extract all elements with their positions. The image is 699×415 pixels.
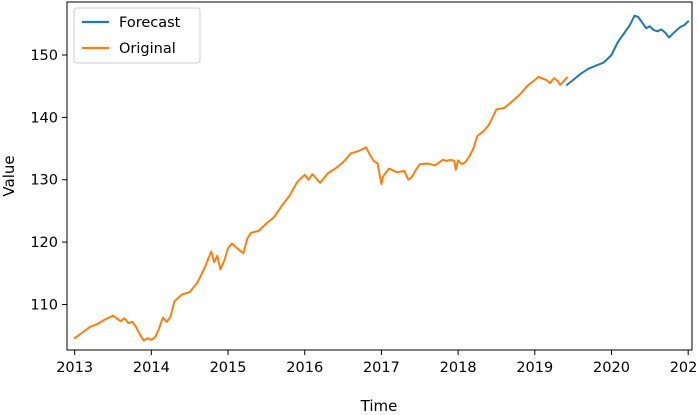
x-tick-label: 2016 bbox=[286, 360, 323, 376]
plot-area-frame bbox=[66, 1, 693, 351]
x-tick-label: 2018 bbox=[440, 360, 477, 376]
x-tick-label: 2020 bbox=[593, 360, 630, 376]
x-tick-label: 2017 bbox=[363, 360, 400, 376]
x-axis-title: Time bbox=[360, 397, 398, 415]
legend-label-forecast: Forecast bbox=[119, 15, 181, 31]
x-tick-label: 2015 bbox=[210, 360, 247, 376]
y-tick-label: 140 bbox=[30, 110, 58, 126]
legend: Forecast Original bbox=[73, 7, 201, 64]
series-line-original bbox=[73, 75, 568, 342]
y-tick-label: 120 bbox=[30, 235, 58, 251]
series-line-forecast bbox=[566, 14, 690, 86]
x-tick-label: 2014 bbox=[133, 360, 170, 376]
legend-label-original: Original bbox=[119, 41, 176, 57]
y-tick-label: 150 bbox=[30, 48, 58, 64]
x-tick-label: 2019 bbox=[516, 360, 553, 376]
y-axis-title: Value bbox=[0, 155, 18, 196]
series-layer bbox=[73, 14, 690, 342]
x-tick-label: 2013 bbox=[56, 360, 93, 376]
y-tick-label: 110 bbox=[30, 297, 58, 313]
y-tick-label: 130 bbox=[30, 173, 58, 189]
y-axis: 110 120 130 140 150 bbox=[30, 48, 67, 313]
